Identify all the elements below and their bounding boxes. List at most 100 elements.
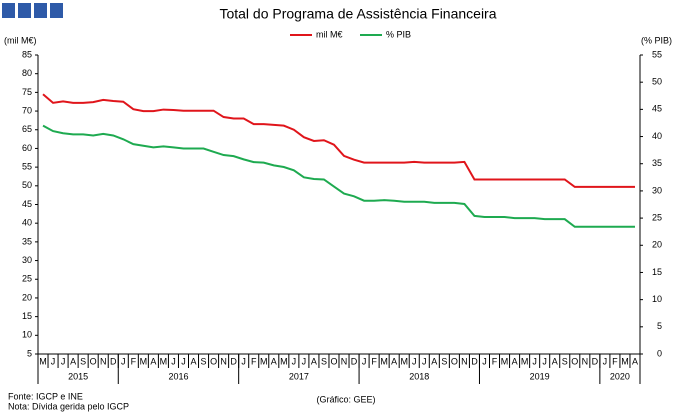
y2-tick-label: 45 [652,104,662,114]
x-tick-label: J [171,356,176,366]
y-tick-label: 80 [22,68,32,78]
x-tick-label: M [39,356,47,366]
x-tick-label: J [603,356,608,366]
y2-tick-label: 10 [652,294,662,304]
x-tick-label: S [80,356,86,366]
y2-tick-label: 0 [657,348,662,358]
y-tick-label: 15 [22,311,32,321]
x-tick-label: F [492,356,498,366]
legend-label: % PIB [386,29,411,39]
logo-block [18,3,31,18]
x-tick-label: A [391,356,397,366]
y-tick-label: 70 [22,105,32,115]
y-tick-label: 25 [22,274,32,284]
x-tick-label: O [571,356,578,366]
year-label: 2017 [289,371,309,381]
x-tick-label: M [260,356,268,366]
x-tick-label: N [341,356,348,366]
x-tick-label: A [311,356,317,366]
y-tick-label: 55 [22,162,32,172]
year-label: 2015 [68,371,88,381]
y-tick-label: 75 [22,87,32,97]
x-tick-label: N [100,356,107,366]
logo-block [34,3,47,18]
logo-block [2,3,15,18]
footnote: Nota: Dívida gerida pelo IGCP [8,401,129,411]
x-tick-label: D [110,356,117,366]
x-tick-label: O [330,356,337,366]
y-tick-label: 60 [22,143,32,153]
x-tick-label: M [501,356,509,366]
x-tick-label: J [121,356,126,366]
x-tick-label: D [471,356,478,366]
y-tick-label: 20 [22,292,32,302]
x-tick-label: A [431,356,437,366]
x-tick-label: J [412,356,417,366]
x-tick-label: J [51,356,56,366]
x-tick-label: A [191,356,197,366]
chart-title: Total do Programa de Assistência Finance… [219,6,496,22]
x-tick-label: N [582,356,589,366]
x-tick-label: O [210,356,217,366]
year-label: 2018 [409,371,429,381]
x-tick-label: M [400,356,408,366]
x-tick-label: J [61,356,66,366]
x-tick-label: J [302,356,307,366]
x-tick-label: M [280,356,288,366]
x-tick-label: F [371,356,377,366]
x-tick-label: J [482,356,487,366]
x-tick-label: O [451,356,458,366]
x-tick-label: M [521,356,529,366]
x-tick-label: M [140,356,148,366]
logo-block [50,3,63,18]
x-tick-label: J [422,356,427,366]
x-tick-label: S [201,356,207,366]
y2-tick-label: 25 [652,212,662,222]
y-tick-label: 30 [22,255,32,265]
x-tick-label: J [362,356,367,366]
x-tick-label: J [292,356,297,366]
series-line [42,124,635,228]
footnote: Fonte: IGCP e INE [8,391,83,401]
year-label: 2019 [530,371,550,381]
x-tick-label: S [562,356,568,366]
y2-tick-label: 35 [652,158,662,168]
x-tick-label: D [230,356,237,366]
y2-tick-label: 5 [657,321,662,331]
year-label: 2016 [168,371,188,381]
y-tick-label: 50 [22,180,32,190]
x-tick-label: S [321,356,327,366]
y2-tick-label: 15 [652,267,662,277]
y-tick-label: 40 [22,218,32,228]
y2-tick-label: 50 [652,77,662,87]
series-line [42,93,635,188]
x-tick-label: D [351,356,358,366]
y-tick-label: 5 [27,348,32,358]
x-tick-label: J [532,356,537,366]
y-tick-label: 35 [22,236,32,246]
x-tick-label: D [592,356,599,366]
y2-tick-label: 30 [652,185,662,195]
y-tick-label: 10 [22,330,32,340]
y-tick-label: 65 [22,124,32,134]
x-tick-label: A [271,356,277,366]
y-tick-label: 85 [22,49,32,59]
x-tick-label: F [251,356,257,366]
x-tick-label: M [160,356,168,366]
x-tick-label: F [131,356,137,366]
legend-label: mil M€ [316,29,343,39]
x-tick-label: N [461,356,468,366]
x-tick-label: M [621,356,629,366]
y2-tick-label: 40 [652,131,662,141]
x-tick-label: S [441,356,447,366]
x-tick-label: J [241,356,246,366]
x-tick-label: A [552,356,558,366]
x-tick-label: O [90,356,97,366]
y-axis-label: (mil M€) [4,35,37,45]
x-tick-label: J [181,356,186,366]
y2-tick-label: 20 [652,240,662,250]
x-tick-label: A [632,356,638,366]
x-tick-label: J [542,356,547,366]
x-tick-label: A [70,356,76,366]
